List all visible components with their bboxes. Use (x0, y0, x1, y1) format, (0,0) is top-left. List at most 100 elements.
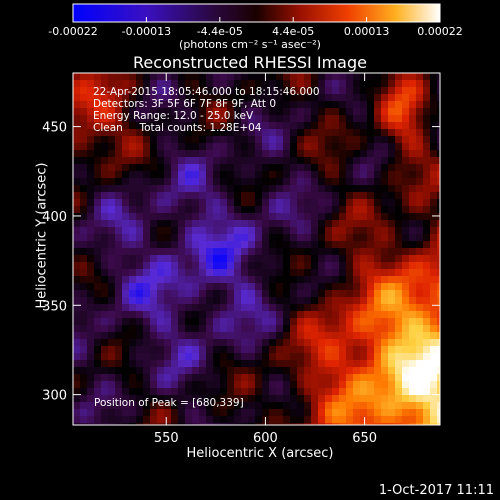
heatmap-cell (381, 283, 389, 291)
heatmap-cell (157, 416, 165, 424)
heatmap-cell (360, 213, 368, 221)
heatmap-cell (367, 367, 375, 375)
heatmap-cell (367, 234, 375, 242)
heatmap-cell (255, 311, 263, 319)
heatmap-cell (402, 164, 410, 172)
heatmap-cell (388, 87, 396, 95)
heatmap-cell (73, 206, 81, 214)
heatmap-cell (80, 332, 88, 340)
heatmap-cell (339, 248, 347, 256)
heatmap-cell (304, 80, 312, 88)
heatmap-cell (255, 192, 263, 200)
heatmap-cell (171, 269, 179, 277)
heatmap-cell (304, 255, 312, 263)
heatmap-cell (325, 423, 333, 425)
heatmap-cell (409, 367, 417, 375)
heatmap-cell (402, 220, 410, 228)
heatmap-cell (234, 164, 242, 172)
heatmap-cell (101, 206, 109, 214)
heatmap-cell (227, 395, 235, 403)
heatmap-cell (248, 367, 256, 375)
heatmap-cell (248, 332, 256, 340)
heatmap-cell (430, 115, 438, 123)
heatmap-cell (227, 423, 235, 425)
heatmap-cell (276, 395, 284, 403)
heatmap-cell (318, 283, 326, 291)
heatmap-cell (430, 227, 438, 235)
heatmap-cell (423, 206, 431, 214)
heatmap-cell (318, 276, 326, 284)
heatmap-cell (262, 192, 270, 200)
heatmap-cell (430, 87, 438, 95)
heatmap-cell (388, 73, 396, 81)
heatmap-cell (269, 220, 277, 228)
heatmap-cell (157, 199, 165, 207)
heatmap-cell (136, 423, 144, 425)
heatmap-cell (255, 185, 263, 193)
heatmap-cell (360, 73, 368, 81)
heatmap-cell (353, 171, 361, 179)
heatmap-cell (409, 80, 417, 88)
heatmap-cell (157, 423, 165, 425)
heatmap-cell (73, 157, 81, 165)
heatmap-cell (374, 269, 382, 277)
heatmap-cell (402, 297, 410, 305)
heatmap-cell (290, 381, 298, 389)
heatmap-cell (248, 360, 256, 368)
heatmap-cell (94, 325, 102, 333)
heatmap-cell (430, 178, 438, 186)
heatmap-cell (353, 199, 361, 207)
heatmap-cell (129, 157, 137, 165)
colorbar (72, 3, 441, 23)
heatmap-cell (157, 353, 165, 361)
heatmap-cell (318, 346, 326, 354)
heatmap-cell (171, 115, 179, 123)
heatmap-cell (318, 206, 326, 214)
heatmap-cell (332, 276, 340, 284)
heatmap-cell (262, 318, 270, 326)
heatmap-cell (248, 185, 256, 193)
heatmap-cell (122, 227, 130, 235)
heatmap-cell (430, 108, 438, 116)
heatmap-cell (213, 178, 221, 186)
heatmap-cell (143, 115, 151, 123)
heatmap-cell (115, 346, 123, 354)
heatmap-cell (178, 283, 186, 291)
heatmap-cell (325, 353, 333, 361)
heatmap-cell (346, 108, 354, 116)
heatmap-cell (430, 353, 438, 361)
heatmap-cell (255, 248, 263, 256)
heatmap-cell (353, 108, 361, 116)
heatmap-cell (304, 220, 312, 228)
heatmap-cell (430, 297, 438, 305)
heatmap-cell (276, 101, 284, 109)
heatmap-cell (171, 297, 179, 305)
heatmap-cell (164, 101, 172, 109)
heatmap-cell (220, 199, 228, 207)
heatmap-cell (311, 129, 319, 137)
heatmap-cell (213, 360, 221, 368)
heatmap-cell (297, 360, 305, 368)
heatmap-cell (73, 108, 81, 116)
heatmap-cell (269, 360, 277, 368)
heatmap-cell (185, 388, 193, 396)
heatmap-cell (234, 311, 242, 319)
heatmap-cell (346, 367, 354, 375)
heatmap-cell (241, 409, 249, 417)
heatmap-cell (227, 360, 235, 368)
heatmap-cell (122, 185, 130, 193)
heatmap-cell (227, 346, 235, 354)
heatmap-cell (304, 416, 312, 424)
heatmap-cell (269, 402, 277, 410)
heatmap-cell (150, 353, 158, 361)
heatmap-cell (290, 164, 298, 172)
heatmap-cell (297, 171, 305, 179)
heatmap-cell (80, 143, 88, 151)
heatmap-cell (206, 143, 214, 151)
heatmap-cell (416, 227, 424, 235)
heatmap-cell (248, 269, 256, 277)
heatmap-cell (220, 367, 228, 375)
heatmap-cell (430, 311, 438, 319)
heatmap-cell (136, 248, 144, 256)
heatmap-cell (339, 94, 347, 102)
